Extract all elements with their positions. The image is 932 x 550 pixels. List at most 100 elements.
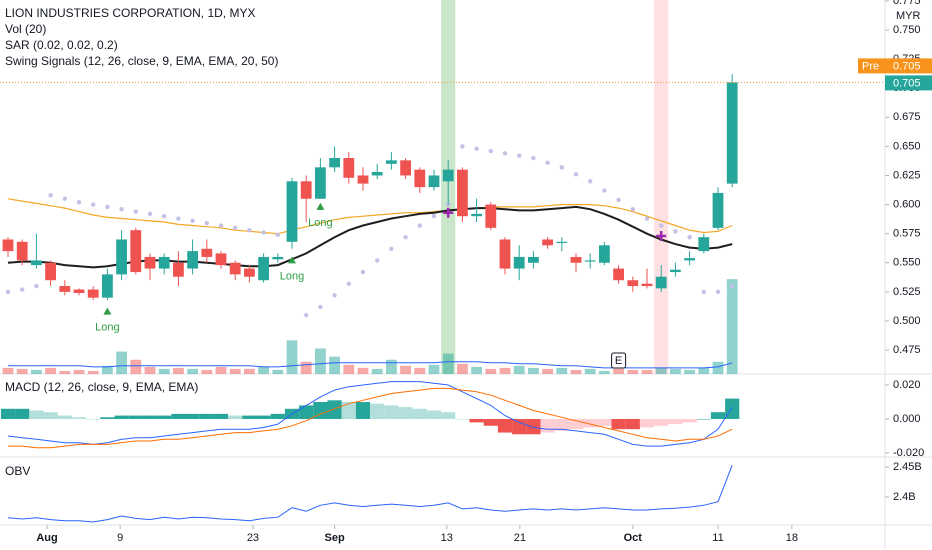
y-tick-label: 0.600 [893, 198, 921, 210]
line [8, 387, 733, 449]
volume-bar [655, 367, 667, 374]
volume-bar [73, 369, 85, 374]
volume-bar [272, 369, 284, 374]
y-tick-label: 0.020 [893, 379, 921, 391]
volume-bar [258, 366, 269, 374]
sar-dot [403, 234, 408, 240]
y-tick-label: 0.000 [893, 413, 921, 425]
volume-bar [30, 369, 42, 374]
signal-arrow [316, 202, 325, 210]
macd-histogram [213, 413, 229, 419]
sar-dot [531, 155, 536, 161]
volume-bar [641, 369, 653, 374]
macd-histogram [597, 418, 612, 426]
sar-dot [545, 160, 550, 165]
macd-histogram [185, 413, 200, 419]
sar-dot [502, 151, 508, 156]
macd-histogram [142, 415, 158, 419]
volume-bar [2, 367, 14, 374]
sar-dot [147, 211, 153, 217]
y-tick-label: 0.575 [893, 228, 921, 240]
candle-body [414, 169, 426, 188]
volume-bar [244, 368, 255, 374]
sar-dot [176, 216, 181, 221]
indicator-label: Vol (20) [5, 22, 46, 36]
macd-histogram [199, 413, 214, 419]
y-tick-label: 0.475 [893, 344, 921, 356]
sar-dot [318, 304, 323, 310]
indicator-label: SAR (0.02, 0.02, 0.2) [5, 38, 118, 52]
sar-dot [460, 144, 465, 149]
candle-body [144, 256, 156, 269]
sar-dot [701, 289, 707, 295]
volume-bar [315, 348, 326, 374]
volume-bar [144, 366, 156, 374]
candle-body [286, 181, 298, 242]
volume-bar [357, 367, 369, 374]
macd-histogram [583, 418, 598, 428]
sar-dot [119, 207, 124, 212]
macd-histogram [270, 413, 285, 419]
macd-histogram [512, 418, 527, 435]
macd-histogram [384, 405, 399, 419]
candle-body [528, 256, 539, 263]
volume-bar [286, 340, 298, 374]
volume-bar [428, 364, 440, 374]
volume-bar [684, 369, 696, 374]
volume-bar [528, 367, 539, 374]
sar-dot [573, 172, 579, 177]
earnings-box [611, 352, 627, 369]
sar-dot [34, 283, 39, 289]
macd-histogram [668, 418, 683, 425]
sar-dot [190, 218, 195, 224]
volume-bar [201, 369, 213, 374]
volume-bar [698, 367, 710, 374]
y-tick-label: 0.550 [893, 257, 921, 269]
candle-body [201, 248, 213, 257]
candle-body [485, 204, 497, 228]
sar-dot [673, 229, 678, 234]
x-tick-label: Aug [36, 532, 57, 544]
volume-bar [584, 368, 596, 374]
volume-bar [613, 368, 625, 374]
candle-body [215, 253, 227, 266]
sar-dot [133, 209, 138, 214]
sar-dot [474, 146, 479, 151]
candle-body [627, 280, 639, 287]
macd-histogram [426, 410, 442, 419]
signal-arrow [103, 307, 112, 315]
candle-body [244, 268, 255, 277]
candle-body [428, 175, 440, 188]
candle-body [173, 262, 184, 277]
macd-histogram [526, 418, 541, 435]
volume-bar [187, 368, 198, 374]
line [7, 381, 733, 447]
volume-bar [229, 368, 241, 374]
candle-body [116, 239, 127, 275]
candle-body [371, 171, 383, 176]
macd-histogram [710, 412, 726, 419]
volume-bar [556, 367, 568, 374]
macd-histogram [157, 415, 172, 419]
sar-dot [19, 287, 25, 292]
line [7, 198, 733, 235]
volume-bar [442, 353, 454, 374]
y-tick-label: 0.750 [893, 24, 921, 36]
signal-label: Long [95, 322, 119, 334]
sar-dot [375, 258, 380, 263]
signal-cross [443, 207, 454, 218]
sar-dot [715, 289, 721, 295]
macd-histogram [412, 408, 427, 419]
volume-bar [300, 361, 312, 374]
candle-body [187, 251, 198, 269]
line [7, 205, 733, 269]
indicator-label: Swing Signals (12, 26, close, 9, EMA, EM… [5, 54, 278, 68]
candle-body [471, 213, 482, 217]
candle-body [272, 256, 284, 260]
sar-dot [161, 214, 167, 219]
candle-body [400, 160, 411, 176]
volume-bar [513, 365, 525, 374]
candle-body [130, 230, 142, 273]
volume-bar [59, 370, 71, 374]
